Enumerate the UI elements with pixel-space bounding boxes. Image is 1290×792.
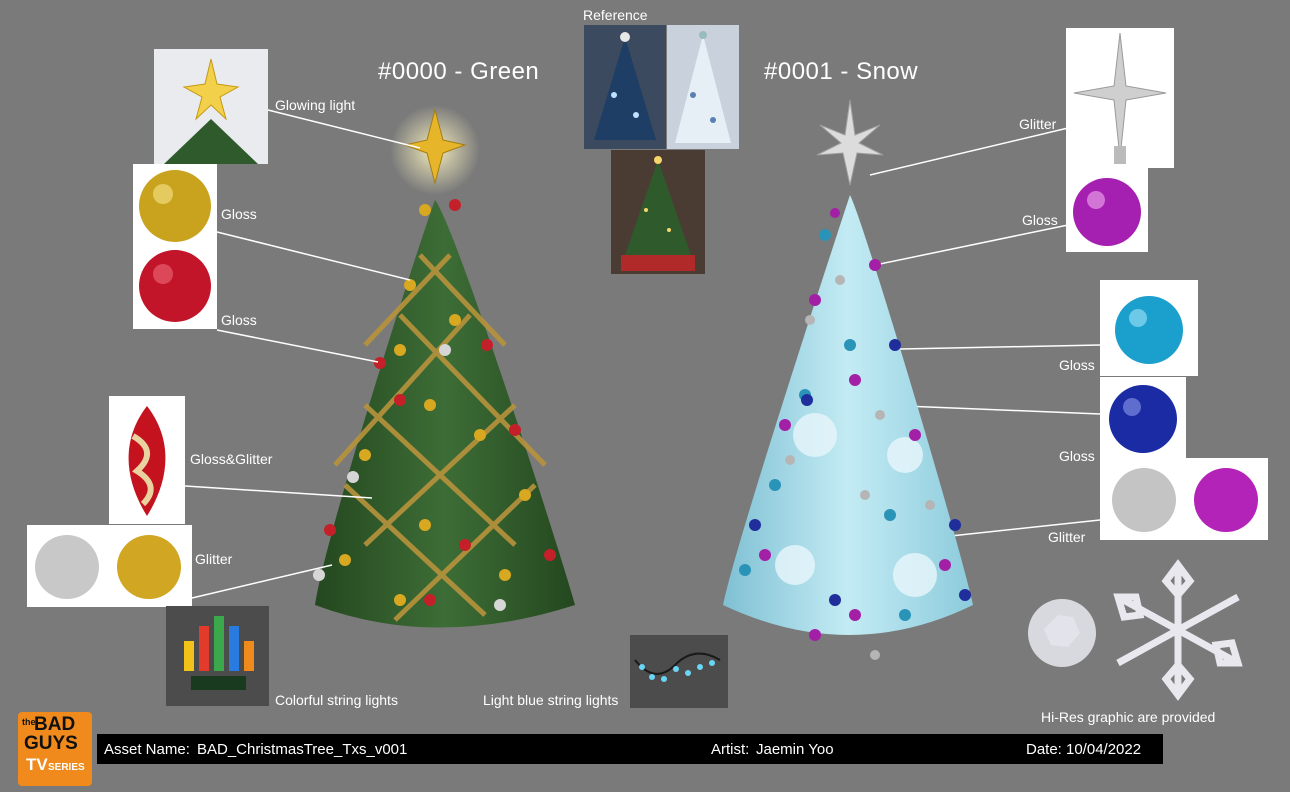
gloss-blue-ornament-card bbox=[1100, 377, 1186, 461]
label-gloss-red: Gloss bbox=[221, 312, 257, 328]
variant-title-green: #0000 - Green bbox=[378, 58, 540, 85]
gloss-teal-ornament-card bbox=[1100, 280, 1198, 376]
label-gloss-blue: Gloss bbox=[1059, 448, 1095, 464]
snowflake-note: Hi-Res graphic are provided bbox=[1041, 709, 1216, 725]
label-gloss-glitter: Gloss&Glitter bbox=[190, 451, 273, 467]
green-christmas-tree bbox=[305, 105, 585, 650]
gloss-ornament-card bbox=[133, 164, 217, 329]
bad-guys-logo: the BAD GUYS TV SERIES bbox=[18, 712, 92, 786]
reference-photo-blue-tree bbox=[584, 25, 666, 149]
glitter-ornament-card bbox=[27, 525, 192, 607]
reference-photo-green-tree bbox=[611, 150, 705, 274]
label-colorful-lights: Colorful string lights bbox=[275, 692, 398, 708]
glitter-silver-purple-card bbox=[1100, 458, 1268, 540]
colorful-lights-swatch bbox=[166, 606, 269, 706]
artist-value: Jaemin Yoo bbox=[756, 741, 834, 758]
label-glitter-snow: Glitter bbox=[1048, 529, 1086, 545]
label-light-blue-lights: Light blue string lights bbox=[483, 692, 619, 708]
snowflake-graphics bbox=[1018, 555, 1268, 705]
footer-bar bbox=[97, 734, 1163, 764]
artist-label: Artist: bbox=[711, 741, 750, 758]
label-gloss-purple: Gloss bbox=[1022, 212, 1058, 228]
label-gloss-teal: Gloss bbox=[1059, 357, 1095, 373]
snow-christmas-tree bbox=[715, 95, 985, 665]
reference-label: Reference bbox=[583, 7, 648, 23]
asset-name-value: BAD_ChristmasTree_Txs_v001 bbox=[197, 741, 408, 758]
label-glitter-green: Glitter bbox=[195, 551, 233, 567]
reference-photo-white-tree bbox=[667, 25, 739, 149]
gloss-purple-ornament-card bbox=[1066, 168, 1148, 252]
date-label: Date: bbox=[1026, 741, 1062, 758]
date-value: 10/04/2022 bbox=[1066, 741, 1142, 758]
light-blue-lights-swatch bbox=[630, 635, 728, 708]
gloss-glitter-ornament-card bbox=[109, 396, 185, 524]
silver-star-swatch bbox=[1066, 28, 1174, 168]
label-gloss-gold: Gloss bbox=[221, 206, 257, 222]
star-glow-swatch bbox=[154, 49, 268, 164]
asset-name-label: Asset Name: bbox=[104, 741, 190, 758]
label-glowing-light: Glowing light bbox=[275, 97, 356, 113]
variant-title-snow: #0001 - Snow bbox=[764, 58, 919, 85]
label-glitter-star: Glitter bbox=[1019, 116, 1057, 132]
